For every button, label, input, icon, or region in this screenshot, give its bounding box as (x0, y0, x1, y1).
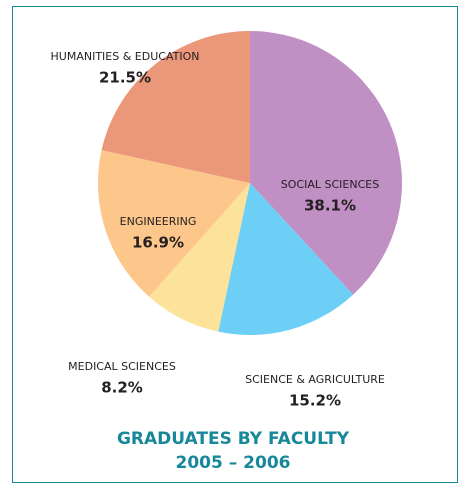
value-label: 8.2% (101, 379, 143, 397)
value-label: 21.5% (99, 69, 151, 87)
chart-title: GRADUATES BY FACULTY (117, 429, 350, 449)
slice-label: MEDICAL SCIENCES (68, 360, 176, 373)
pie-slice (101, 30, 250, 183)
slice-label: HUMANITIES & EDUCATION (51, 50, 200, 63)
value-label: 38.1% (304, 197, 356, 215)
value-label: 16.9% (132, 234, 184, 252)
value-label: 15.2% (289, 392, 341, 410)
slice-label: SCIENCE & AGRICULTURE (245, 373, 385, 386)
slice-label: ENGINEERING (120, 215, 197, 228)
frame (12, 6, 458, 483)
pie-slice (149, 183, 250, 332)
slice-label: SOCIAL SCIENCES (281, 178, 379, 191)
chart-subtitle: 2005 – 2006 (176, 453, 291, 473)
pie-slice (218, 183, 354, 335)
pie-slice (250, 31, 402, 295)
pie-slice (97, 150, 250, 297)
